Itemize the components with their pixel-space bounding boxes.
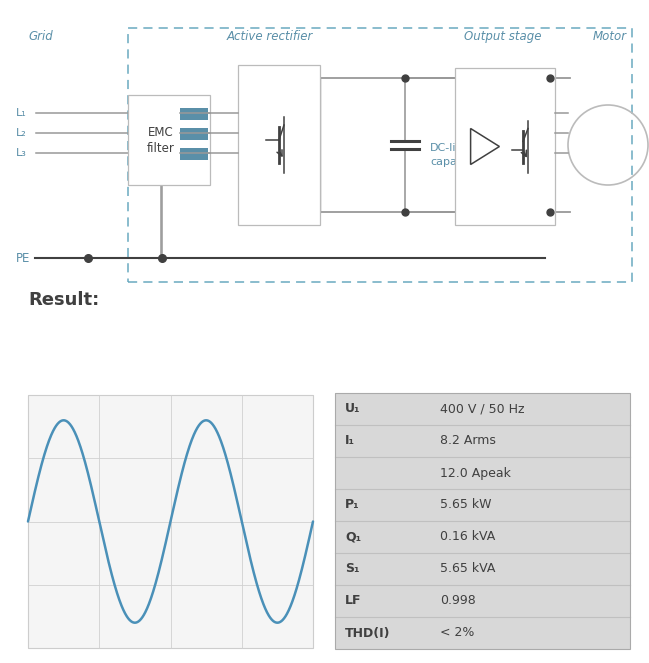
FancyBboxPatch shape xyxy=(335,393,630,425)
Text: P₁: P₁ xyxy=(345,499,360,511)
FancyBboxPatch shape xyxy=(128,95,210,185)
Text: 5.65 kW: 5.65 kW xyxy=(440,499,491,511)
Text: 400 V / 50 Hz: 400 V / 50 Hz xyxy=(440,402,524,416)
FancyBboxPatch shape xyxy=(335,425,630,457)
Text: L₃: L₃ xyxy=(16,148,27,158)
FancyBboxPatch shape xyxy=(180,108,208,120)
Text: 12.0 Apeak: 12.0 Apeak xyxy=(440,467,511,479)
Text: Motor: Motor xyxy=(593,30,627,43)
FancyBboxPatch shape xyxy=(238,65,320,225)
Text: I₁: I₁ xyxy=(345,434,355,448)
FancyBboxPatch shape xyxy=(335,585,630,617)
Text: S₁: S₁ xyxy=(345,562,360,575)
FancyBboxPatch shape xyxy=(335,617,630,649)
Text: THD(I): THD(I) xyxy=(345,627,391,640)
Text: Grid: Grid xyxy=(28,30,53,43)
Text: EMC: EMC xyxy=(148,127,174,139)
FancyBboxPatch shape xyxy=(335,489,630,521)
Text: Active rectifier: Active rectifier xyxy=(227,30,313,43)
Text: Output stage: Output stage xyxy=(464,30,542,43)
Text: 5.65 kVA: 5.65 kVA xyxy=(440,562,495,575)
FancyBboxPatch shape xyxy=(335,457,630,489)
FancyBboxPatch shape xyxy=(28,395,313,648)
Text: 0.16 kVA: 0.16 kVA xyxy=(440,530,495,544)
Text: Q₁: Q₁ xyxy=(345,530,361,544)
FancyBboxPatch shape xyxy=(335,553,630,585)
Text: filter: filter xyxy=(147,141,175,154)
Text: DC-link
capacitor: DC-link capacitor xyxy=(430,143,482,166)
FancyBboxPatch shape xyxy=(180,128,208,140)
Text: U₁: U₁ xyxy=(345,402,360,416)
Text: PE: PE xyxy=(16,251,31,265)
Text: 8.2 Arms: 8.2 Arms xyxy=(440,434,496,448)
Text: 0.998: 0.998 xyxy=(440,595,476,607)
Text: L₁: L₁ xyxy=(16,108,27,118)
FancyBboxPatch shape xyxy=(335,521,630,553)
FancyBboxPatch shape xyxy=(455,68,555,225)
Text: LF: LF xyxy=(345,595,361,607)
FancyBboxPatch shape xyxy=(180,148,208,160)
Text: L₂: L₂ xyxy=(16,128,27,138)
Text: Result:: Result: xyxy=(28,291,99,309)
Text: < 2%: < 2% xyxy=(440,627,474,640)
